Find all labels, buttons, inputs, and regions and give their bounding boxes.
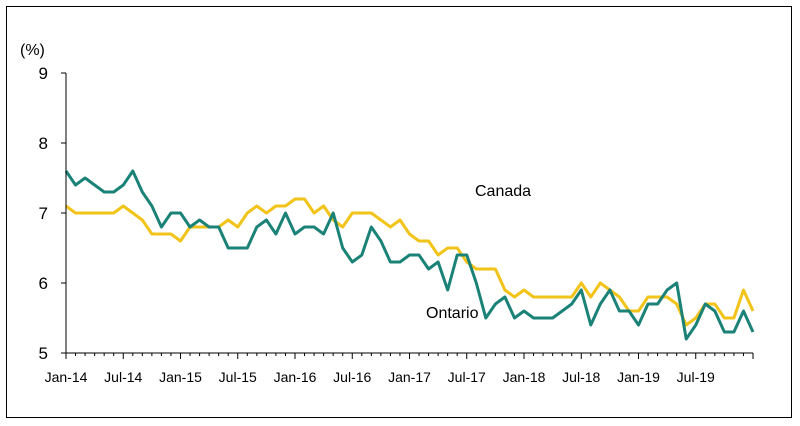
- x-tick-label: Jan-19: [617, 369, 660, 385]
- x-tick-label: Jan-15: [159, 369, 202, 385]
- x-tick-label: Jan-14: [45, 369, 88, 385]
- series-label-canada: Canada: [475, 183, 531, 200]
- y-tick-label: 5: [39, 344, 48, 363]
- x-tick-label: Jul-17: [448, 369, 486, 385]
- x-tick-label: Jul-18: [562, 369, 600, 385]
- x-tick-label: Jan-17: [388, 369, 431, 385]
- x-tick-label: Jul-19: [677, 369, 715, 385]
- x-tick-label: Jul-14: [104, 369, 142, 385]
- series-label-ontario: Ontario: [426, 305, 479, 322]
- x-ticks: Jan-14 Jul-14 Jan-15 Jul-15 Jan-16 Jul-16 Jan-…: [45, 353, 754, 385]
- y-ticks: 5 6 7 8 9: [39, 64, 66, 363]
- x-tick-label: Jan-16: [274, 369, 317, 385]
- chart-frame: [6, 6, 792, 418]
- y-tick-label: 7: [39, 204, 48, 223]
- series-lines: [64, 169, 755, 341]
- series-line-ontario: [64, 169, 755, 341]
- x-tick-label: Jul-16: [333, 369, 371, 385]
- y-tick-label: 9: [39, 64, 48, 83]
- series-line-canada: [65, 197, 755, 327]
- y-axis-label: (%): [20, 42, 45, 59]
- x-tick-label: Jan-18: [503, 369, 546, 385]
- series-labels: Canada Ontario: [426, 183, 531, 322]
- y-tick-label: 6: [39, 274, 48, 293]
- x-tick-label: Jul-15: [219, 369, 257, 385]
- y-tick-label: 8: [39, 134, 48, 153]
